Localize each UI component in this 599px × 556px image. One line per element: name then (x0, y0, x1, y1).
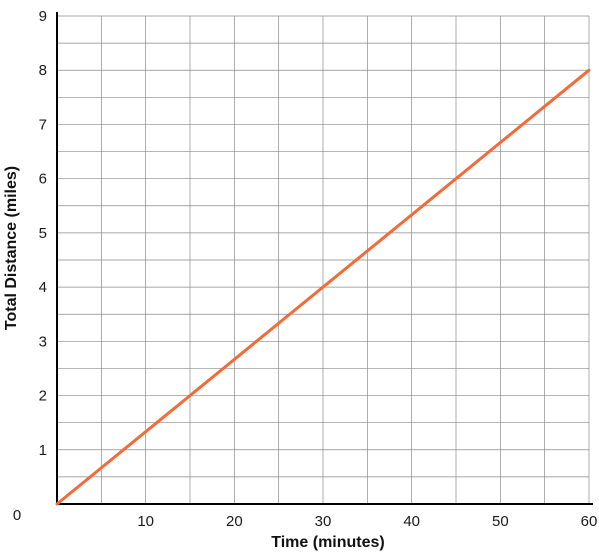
x-tick-label: 40 (403, 513, 420, 530)
series-line (55, 68, 591, 506)
y-tick-label: 7 (39, 116, 47, 133)
y-tick-label: 5 (39, 225, 47, 242)
origin-label: 0 (13, 507, 21, 524)
y-tick-label: 4 (39, 279, 47, 296)
x-tick-labels: 10 20 30 40 50 60 (137, 513, 597, 530)
y-tick-label: 1 (39, 442, 47, 459)
y-tick-label: 2 (39, 388, 47, 405)
y-tick-label: 6 (39, 171, 47, 188)
x-tick-label: 60 (581, 513, 598, 530)
x-tick-label: 30 (315, 513, 332, 530)
y-axis-title: Total Distance (miles) (3, 166, 20, 330)
x-tick-label: 20 (226, 513, 243, 530)
y-tick-label: 3 (39, 333, 47, 350)
grid (57, 15, 590, 504)
x-axis-title: Time (minutes) (271, 534, 385, 551)
y-tick-label: 8 (39, 62, 47, 79)
x-tick-label: 10 (137, 513, 154, 530)
axes (56, 12, 593, 505)
y-tick-labels: 1 2 3 4 5 6 7 8 9 (39, 8, 47, 459)
series-layer (55, 68, 591, 506)
y-tick-label: 9 (39, 8, 47, 25)
x-tick-label: 50 (492, 513, 509, 530)
